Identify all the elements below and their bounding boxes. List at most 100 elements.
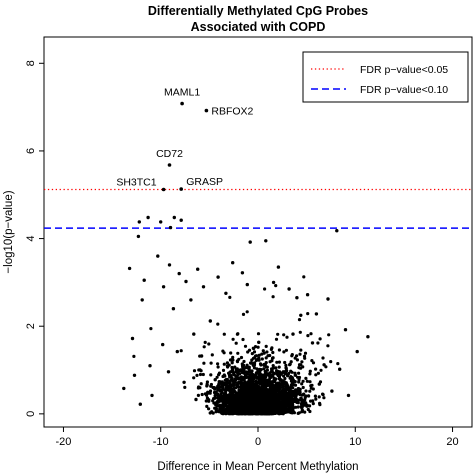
cloud-point: [233, 377, 237, 381]
cloud-point: [221, 374, 225, 379]
cloud-point: [220, 384, 224, 388]
legend: FDR p−value<0.05 FDR p−value<0.10: [302, 51, 469, 103]
cloud-point: [291, 393, 295, 397]
cloud-point: [248, 408, 252, 412]
cloud-point: [267, 411, 271, 416]
cloud-point: [273, 406, 277, 410]
data-point: [132, 373, 137, 377]
cloud-point: [296, 387, 300, 391]
cloud-point: [233, 380, 237, 384]
cloud-point: [214, 391, 218, 395]
legend-box: [302, 51, 469, 103]
cloud-point: [265, 378, 269, 382]
cloud-point: [231, 337, 235, 341]
cloud-point: [308, 389, 312, 393]
x-axis-ticks: -20 -10 0 10 20: [56, 427, 459, 448]
data-point: [338, 367, 342, 371]
data-point: [303, 398, 307, 402]
data-point: [142, 278, 146, 282]
cloud-point: [314, 367, 318, 371]
data-point: [137, 220, 141, 224]
y-tick-label: 8: [25, 60, 37, 66]
cloud-point: [221, 368, 226, 372]
cloud-point: [206, 390, 210, 394]
cloud-point: [230, 378, 234, 382]
cloud-point: [252, 391, 256, 395]
data-point: [161, 342, 165, 347]
cloud-point: [241, 337, 245, 342]
cloud-point: [255, 384, 259, 388]
cloud-point: [311, 361, 316, 365]
data-point: [245, 282, 249, 287]
cloud-point: [236, 351, 240, 355]
cloud-point: [229, 351, 233, 355]
cloud-point: [257, 399, 261, 403]
cloud-point: [261, 349, 265, 353]
cloud-point: [218, 407, 222, 411]
cloud-point: [294, 405, 298, 409]
cloud-point: [298, 330, 302, 334]
data-point: [140, 298, 144, 302]
labeled-point: [180, 101, 184, 106]
cloud-point: [301, 379, 305, 383]
cloud-point: [259, 402, 263, 406]
cloud-point: [222, 332, 226, 336]
cloud-point: [236, 381, 240, 385]
data-point: [224, 291, 228, 295]
cloud-point: [301, 365, 305, 369]
cloud-point: [218, 380, 222, 384]
cloud-point: [295, 400, 299, 404]
cloud-point: [316, 341, 320, 345]
cloud-point: [327, 333, 331, 337]
cloud-point: [205, 384, 209, 388]
cloud-point: [275, 409, 279, 413]
cloud-point: [295, 354, 299, 358]
cloud-point: [271, 403, 275, 407]
data-point: [317, 382, 321, 386]
cloud-point: [241, 312, 246, 316]
data-point: [172, 215, 176, 220]
cloud-point: [225, 361, 229, 365]
cloud-point: [283, 360, 287, 365]
cloud-point: [258, 370, 262, 375]
cloud-point: [263, 287, 267, 291]
cloud-point: [280, 396, 284, 400]
cloud-point: [212, 386, 216, 390]
scatter-points: [122, 215, 370, 406]
cloud-point: [263, 410, 267, 414]
cloud-point: [229, 396, 233, 400]
cloud-point: [246, 350, 250, 354]
cloud-point: [254, 403, 258, 407]
cloud-point: [205, 380, 209, 384]
cloud-point: [295, 358, 299, 362]
y-tick-label: 0: [25, 411, 37, 417]
cloud-point: [195, 373, 199, 377]
cloud-point: [262, 406, 266, 410]
cloud-point: [268, 376, 272, 380]
cloud-point: [247, 394, 251, 398]
cloud-point: [271, 364, 275, 368]
cloud-point: [303, 351, 308, 355]
cloud-point: [290, 408, 294, 412]
cloud-point: [254, 373, 258, 377]
cloud-point: [253, 361, 257, 365]
cloud-point: [296, 405, 300, 409]
cloud-point: [231, 370, 235, 374]
cloud-point: [264, 344, 268, 348]
cloud-point: [304, 394, 308, 398]
cloud-point: [275, 372, 279, 376]
cloud-point: [290, 353, 294, 357]
data-point: [201, 285, 206, 289]
cloud-point: [203, 340, 207, 344]
cloud-point: [297, 411, 301, 415]
cloud-point: [227, 401, 231, 405]
cloud-point: [318, 337, 322, 341]
data-point: [366, 335, 370, 339]
cloud-point: [276, 398, 280, 402]
data-point: [240, 271, 245, 275]
cloud-point: [280, 411, 285, 415]
cloud-point: [257, 381, 261, 385]
cloud-point: [289, 392, 293, 396]
cloud-point: [210, 410, 214, 414]
cloud-point: [225, 377, 229, 382]
